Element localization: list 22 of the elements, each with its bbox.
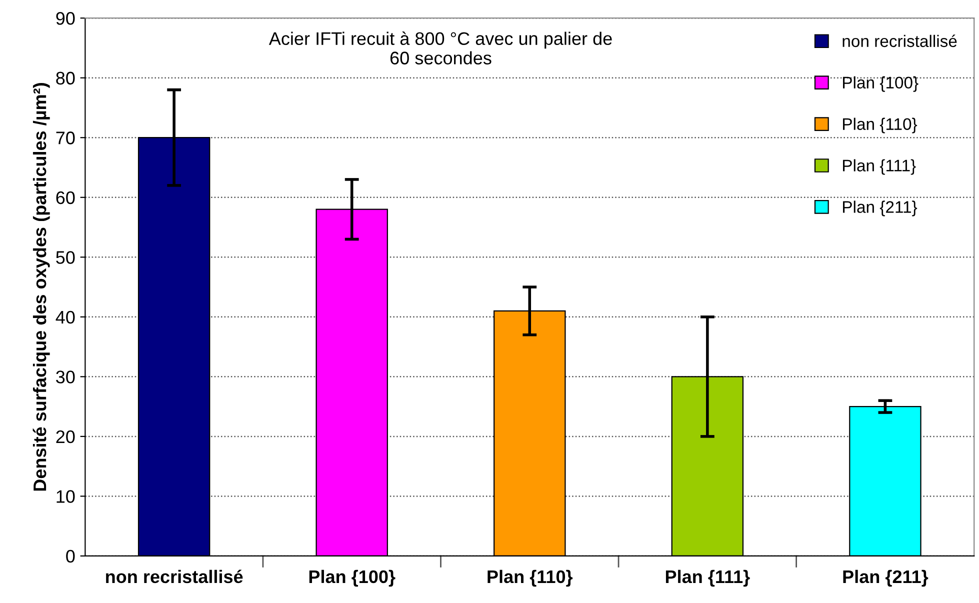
y-tick-label: 40 (56, 310, 75, 324)
y-tick-label: 60 (56, 191, 75, 204)
x-tick-label: non recristallisé (106, 570, 243, 584)
y-tick-label: 90 (56, 12, 75, 25)
y-tick-label: 0 (66, 550, 75, 563)
y-tick-label: 70 (56, 132, 75, 144)
x-tick-label: Plan {111} (666, 570, 750, 587)
legend-label: non recristallisé (842, 34, 957, 48)
y-tick-label: 10 (56, 490, 75, 503)
legend-label: Plan {110} (843, 118, 918, 134)
x-tick-label: Plan {211} (843, 570, 928, 587)
text: Acier IFTi recuit à 800 °C avec un palier de 60 secondes (268, 32, 612, 64)
y-tick-label: 30 (56, 370, 75, 384)
legend-label: Plan {100} (843, 76, 918, 92)
x-tick-label: Plan {110} (488, 570, 573, 587)
y-axis-title: Densité surfacique des oxydes (particules /µm²) (32, 83, 50, 491)
y-tick-label: 80 (56, 72, 75, 85)
x-tick-label: Plan {100} (309, 570, 396, 587)
legend-label: Plan {211} (843, 200, 918, 216)
y-tick-label: 20 (56, 430, 75, 444)
y-tick-label: 50 (56, 251, 75, 264)
legend-label: Plan {111} (843, 159, 916, 175)
